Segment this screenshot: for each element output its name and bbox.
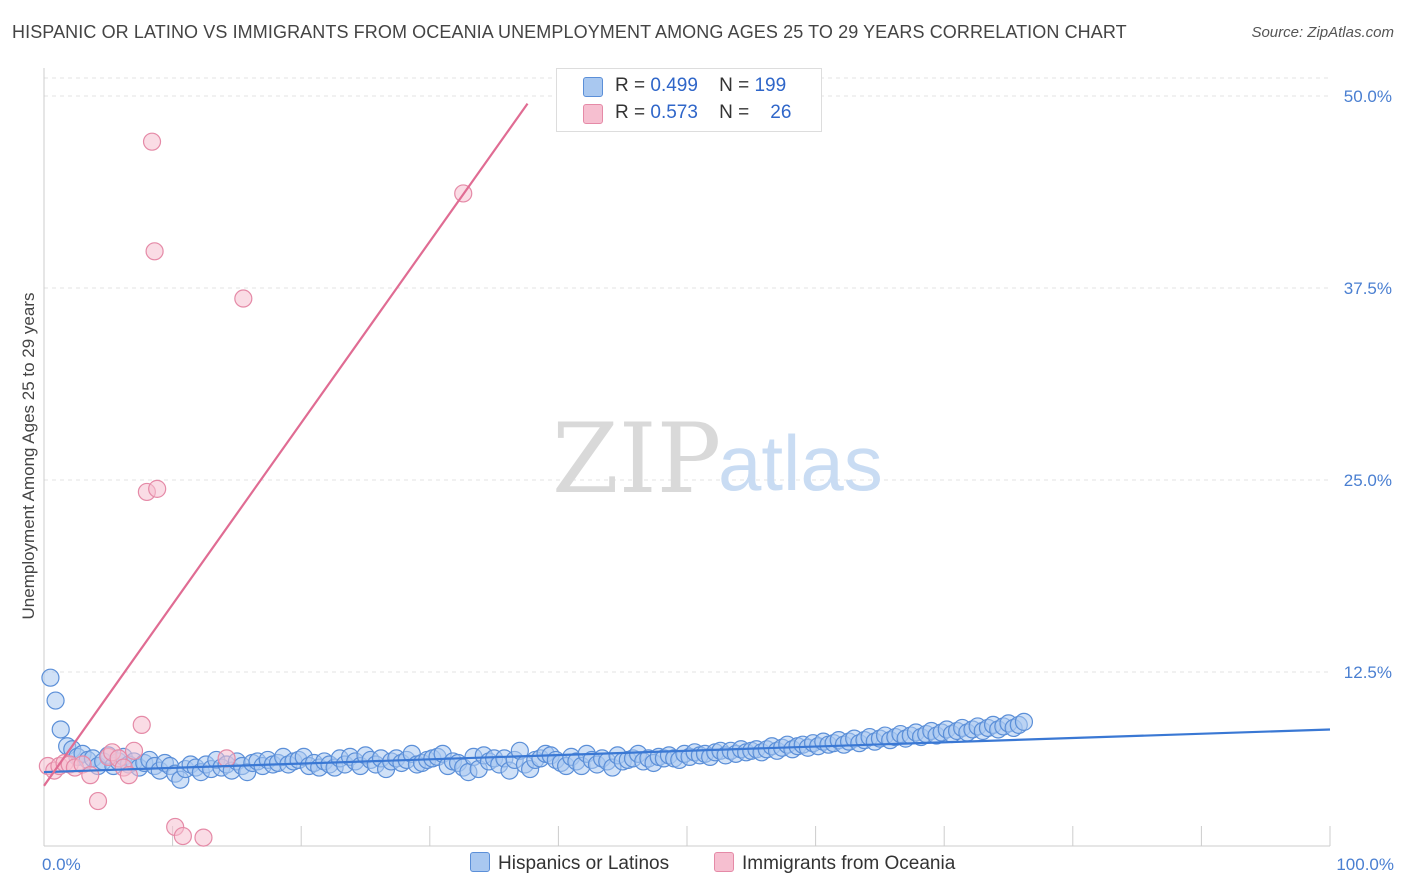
point-oceania bbox=[132, 715, 151, 735]
y-tick-label: 12.5% bbox=[1344, 663, 1392, 682]
x-tick-label: 100.0% bbox=[1336, 855, 1394, 874]
legend-r-value: 0.573 bbox=[650, 102, 698, 123]
legend-swatch-oceania bbox=[583, 104, 603, 124]
point-oceania bbox=[81, 766, 100, 785]
correlation-legend: R = 0.499 N = 199 R = 0.573 N = 26 bbox=[556, 68, 822, 132]
legend-n-label: N = bbox=[719, 75, 750, 96]
legend-n-label: N = bbox=[719, 102, 750, 123]
legend-swatch-hispanic bbox=[583, 77, 603, 97]
y-tick-label: 50.0% bbox=[1344, 87, 1392, 106]
point-oceania bbox=[234, 289, 253, 308]
y-tick-label: 25.0% bbox=[1344, 471, 1392, 490]
watermark-zip: ZIP bbox=[552, 403, 721, 515]
legend-r-value: 0.499 bbox=[650, 75, 698, 96]
point-hispanic bbox=[41, 668, 60, 687]
legend-n-value: 199 bbox=[754, 75, 787, 96]
grid-lines bbox=[44, 77, 1330, 673]
point-oceania bbox=[88, 791, 108, 811]
watermark-atlas: atlas bbox=[718, 419, 883, 507]
point-oceania bbox=[217, 749, 236, 768]
point-oceania bbox=[173, 826, 192, 846]
tick-labels: 12.5% 25.0% 37.5% 50.0% 0.0% 100.0% bbox=[42, 87, 1394, 874]
bottom-legend-oceania: Immigrants from Oceania bbox=[714, 852, 955, 875]
point-hispanic bbox=[46, 691, 65, 710]
trend-line-oceania bbox=[43, 102, 529, 787]
point-hispanic bbox=[51, 720, 70, 739]
legend-r-label: R = bbox=[615, 102, 646, 123]
chart-title: HISPANIC OR LATINO VS IMMIGRANTS FROM OC… bbox=[12, 22, 1127, 42]
bottom-legend-hispanic: Hispanics or Latinos bbox=[470, 852, 669, 875]
point-oceania bbox=[142, 132, 162, 151]
data-points bbox=[38, 132, 1034, 847]
point-oceania bbox=[145, 242, 164, 261]
y-tick-label: 37.5% bbox=[1344, 279, 1392, 298]
x-tick-label: 0.0% bbox=[42, 855, 81, 874]
bottom-legend-label: Hispanics or Latinos bbox=[498, 853, 670, 874]
trend-line-hispanic bbox=[43, 728, 1331, 774]
axes bbox=[43, 68, 1331, 847]
legend-n-value: 26 bbox=[770, 102, 792, 123]
y-axis-title: Unemployment Among Ages 25 to 29 years bbox=[19, 293, 38, 620]
bottom-legend-swatch-oceania bbox=[714, 852, 734, 872]
point-hispanic bbox=[1014, 712, 1034, 731]
bottom-legend-swatch-hispanic bbox=[470, 852, 490, 872]
point-oceania bbox=[194, 828, 213, 847]
point-oceania bbox=[148, 479, 167, 498]
bottom-legend-label: Immigrants from Oceania bbox=[742, 853, 956, 874]
legend-r-label: R = bbox=[615, 75, 646, 96]
source-note: Source: ZipAtlas.com bbox=[1251, 24, 1394, 41]
point-oceania bbox=[124, 741, 144, 760]
point-oceania bbox=[119, 766, 138, 785]
trend-lines bbox=[43, 102, 1331, 787]
